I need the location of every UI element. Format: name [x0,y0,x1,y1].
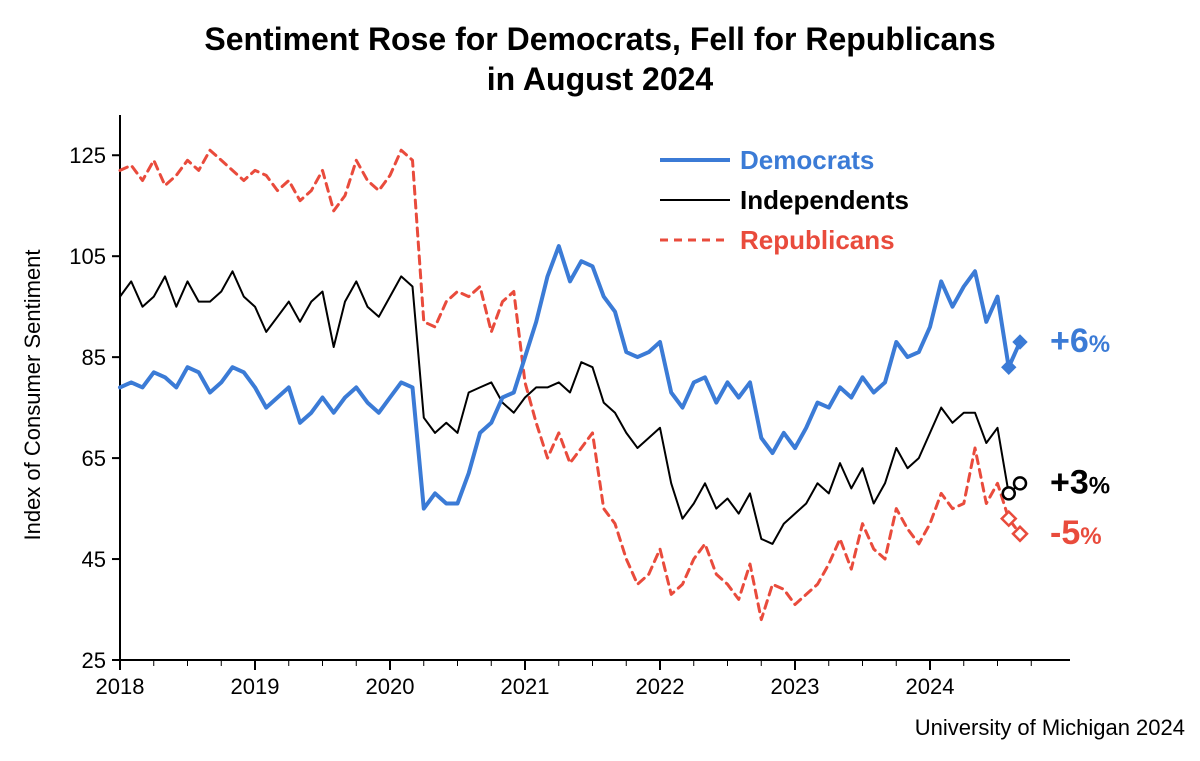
republicans-change-label: -5% [1050,514,1102,552]
x-tick-label: 2021 [501,674,550,699]
source-attribution: University of Michigan 2024 [915,715,1185,740]
axes: 25 45 65 85 105 125 2018 2019 2020 2021 2022 2023 20… [69,115,1070,699]
democrats-change-label: +6% [1050,322,1110,360]
chart-svg: Sentiment Rose for Democrats, Fell for R… [0,0,1200,761]
y-tick-label: 65 [82,446,106,471]
independents-change-label: +3% [1050,463,1110,501]
y-tick-label: 85 [82,345,106,370]
independents-marker [1014,477,1026,489]
series-group [120,150,1020,619]
x-tick-label: 2024 [906,674,955,699]
y-tick-label: 105 [69,244,106,269]
legend-label-democrats: Democrats [740,145,874,175]
y-tick-label: 125 [69,143,106,168]
chart-container: Sentiment Rose for Democrats, Fell for R… [0,0,1200,761]
x-tick-label: 2020 [366,674,415,699]
democrats-line [120,246,1020,509]
y-tick-label: 25 [82,648,106,673]
chart-title-line1: Sentiment Rose for Democrats, Fell for R… [204,21,995,57]
independents-marker [1003,487,1015,499]
y-tick-label: 45 [82,547,106,572]
independents-line [120,271,1020,544]
democrats-marker [1013,335,1027,349]
x-tick-label: 2018 [96,674,145,699]
legend-label-independents: Independents [740,185,909,215]
chart-title-line2: in August 2024 [487,61,714,97]
end-annotations: +6% +3% -5% [1002,322,1110,552]
x-tick-label: 2019 [231,674,280,699]
x-tick-label: 2022 [636,674,685,699]
democrats-marker [1002,360,1016,374]
legend: Democrats Independents Republicans [660,145,909,255]
legend-label-republicans: Republicans [740,225,895,255]
y-axis-label: Index of Consumer Sentiment [20,249,45,540]
x-tick-label: 2023 [771,674,820,699]
